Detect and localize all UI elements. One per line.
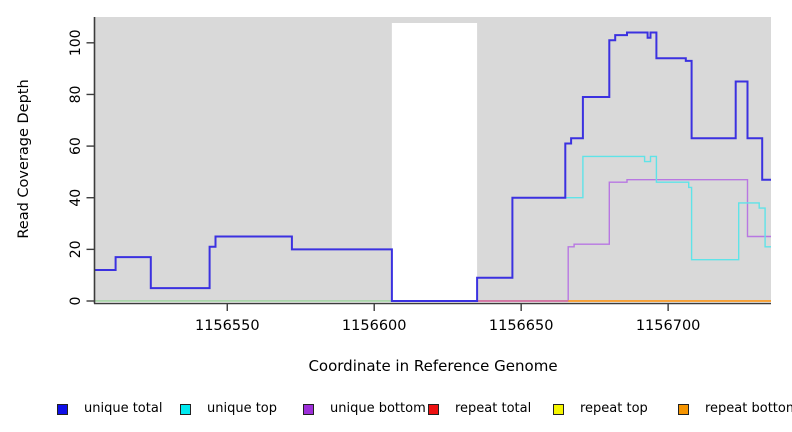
- series-unique-total: [95, 31, 771, 302]
- legend-label: unique total: [84, 401, 163, 416]
- y-tick-label: 40: [68, 189, 84, 207]
- legend: unique total unique top unique bottom re…: [0, 399, 792, 419]
- x-tick-label: 1156550: [195, 318, 260, 334]
- series-unique-bottom: [477, 179, 771, 302]
- y-tick-label: 80: [68, 86, 84, 104]
- legend-item-repeat-total: repeat total: [428, 401, 531, 417]
- legend-label: repeat bottom: [705, 401, 792, 416]
- legend-label: repeat total: [455, 401, 532, 416]
- x-axis-label: Coordinate in Reference Genome: [308, 357, 557, 375]
- series-unique-top: [512, 155, 771, 261]
- repeat-top-swatch-icon: [553, 403, 564, 415]
- repeat-bottom-swatch-icon: [678, 403, 689, 415]
- y-tick-label: 100: [68, 29, 84, 56]
- legend-item-unique-bottom: unique bottom: [303, 401, 426, 417]
- x-tick-label: 1156700: [636, 318, 701, 334]
- legend-label: repeat top: [580, 401, 648, 416]
- legend-label: unique bottom: [330, 401, 426, 416]
- legend-item-repeat-top: repeat top: [553, 401, 648, 417]
- legend-label: unique top: [207, 401, 278, 416]
- y-tick-label: 20: [68, 240, 84, 258]
- legend-item-unique-top: unique top: [180, 401, 277, 417]
- y-tick-label: 60: [68, 137, 84, 155]
- x-tick-label: 1156650: [489, 318, 554, 334]
- unique-bottom-swatch-icon: [303, 403, 314, 415]
- x-tick-label: 1156600: [342, 318, 407, 334]
- unique-top-swatch-icon: [180, 403, 191, 415]
- y-axis-label: Read Coverage Depth: [16, 79, 32, 238]
- masked-gap-region: [391, 23, 478, 301]
- plot-area: 1156550 1156600 1156650 1156700 0 20 40 60 80 100: [68, 17, 771, 334]
- legend-item-repeat-bottom: repeat bottom: [678, 401, 792, 417]
- repeat-total-swatch-icon: [428, 403, 439, 415]
- unique-total-swatch-icon: [57, 403, 68, 415]
- legend-item-unique-total: unique total: [57, 401, 162, 417]
- y-tick-label: 0: [68, 297, 84, 306]
